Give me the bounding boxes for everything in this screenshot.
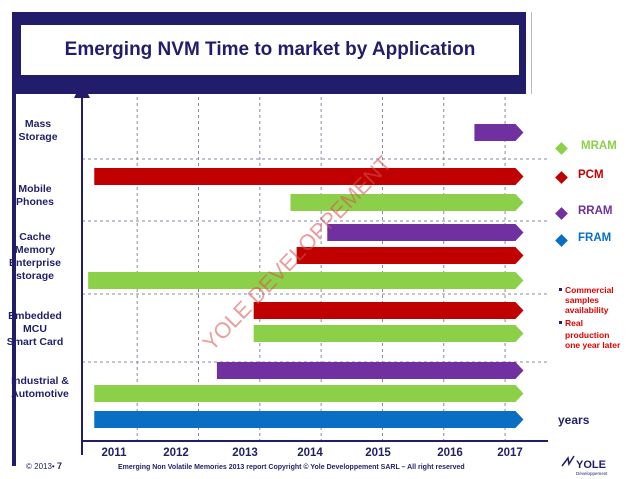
logo-subtext: Développement [576,471,608,476]
category-label-line: Memory [14,244,56,256]
x-tick-2014: 2014 [297,447,323,459]
bar-mram-6 [88,272,524,289]
category-label-line: Smart Card [6,336,64,348]
chart-title: Emerging NVM Time to market by Applicati… [64,39,476,60]
category-label-line: Phones [16,196,54,208]
bar-rram-4 [327,224,524,241]
legend-rram-label: RRAM [578,205,613,217]
x-tick-2017: 2017 [497,447,523,459]
left-frame-bar [12,12,16,466]
note-bullet-1 [559,288,562,291]
yole-logo: YOLE Développement [561,455,608,476]
bar-pcm-7 [253,302,524,319]
category-label-line: storage [16,270,54,282]
category-label-line: Mass [24,118,52,130]
bar-mram-10 [94,385,524,402]
category-label-line: Embedded [8,310,62,322]
category-label-line: Mobile [18,183,52,195]
bar-rram-1 [474,124,524,141]
frame-divider [531,12,532,94]
category-label-5: Industrial & Automotive [4,375,76,401]
x-tick-2011: 2011 [102,447,128,459]
bar-pcm-2 [94,168,524,185]
note-line-1: Commercial [565,285,614,295]
category-label-line: Enterprise [9,257,61,269]
note-line-5: production [565,330,610,340]
category-label-line: Storage [18,131,58,143]
x-axis-label: years [558,413,590,427]
title-box [21,25,519,75]
bar-mram-8 [253,325,524,342]
axes [74,82,548,455]
bar-pcm-5 [296,247,524,264]
category-label-line: MCU [23,323,47,335]
note-line-2: samples [565,295,600,305]
legend-fram-label: FRAM [578,232,612,244]
bar-fram-11 [94,411,524,428]
note-line-4: Real [565,318,583,328]
category-label-line: Automotive [11,388,69,400]
legend-mram-label: MRAM [581,140,617,152]
x-tick-2012: 2012 [163,447,189,459]
category-label-3: Cache Memory Enterprise storage [8,231,62,283]
x-tick-2016: 2016 [437,447,463,459]
category-label-2: Mobile Phones [10,183,60,209]
footer-credit: Emerging Non Volatile Memories 2013 repo… [118,464,465,471]
category-label-4: Embedded MCU Smart Card [6,310,64,349]
category-label-line: Cache [19,231,51,243]
page-number: 7 [56,461,62,471]
category-label-1: Mass Storage [10,118,66,144]
bar-mram-3 [290,194,524,211]
copyright-text: © 2013• [26,462,55,471]
legend-pcm-label: PCM [578,169,604,181]
footer-copyright: © 2013• 7 [26,461,62,471]
note-line-3: availability [565,305,609,315]
x-tick-2015: 2015 [365,447,391,459]
logo-text: YOLE [576,459,606,471]
category-label-line: Industrial & [11,375,69,387]
note-bullet-2 [559,321,562,324]
bars [88,124,524,428]
note-line-6: one year later [565,340,621,350]
bar-rram-9 [216,362,524,379]
x-tick-2013: 2013 [232,447,258,459]
x-tick-labels: 2011 2012 2013 2014 2015 2016 2017 [102,447,523,459]
